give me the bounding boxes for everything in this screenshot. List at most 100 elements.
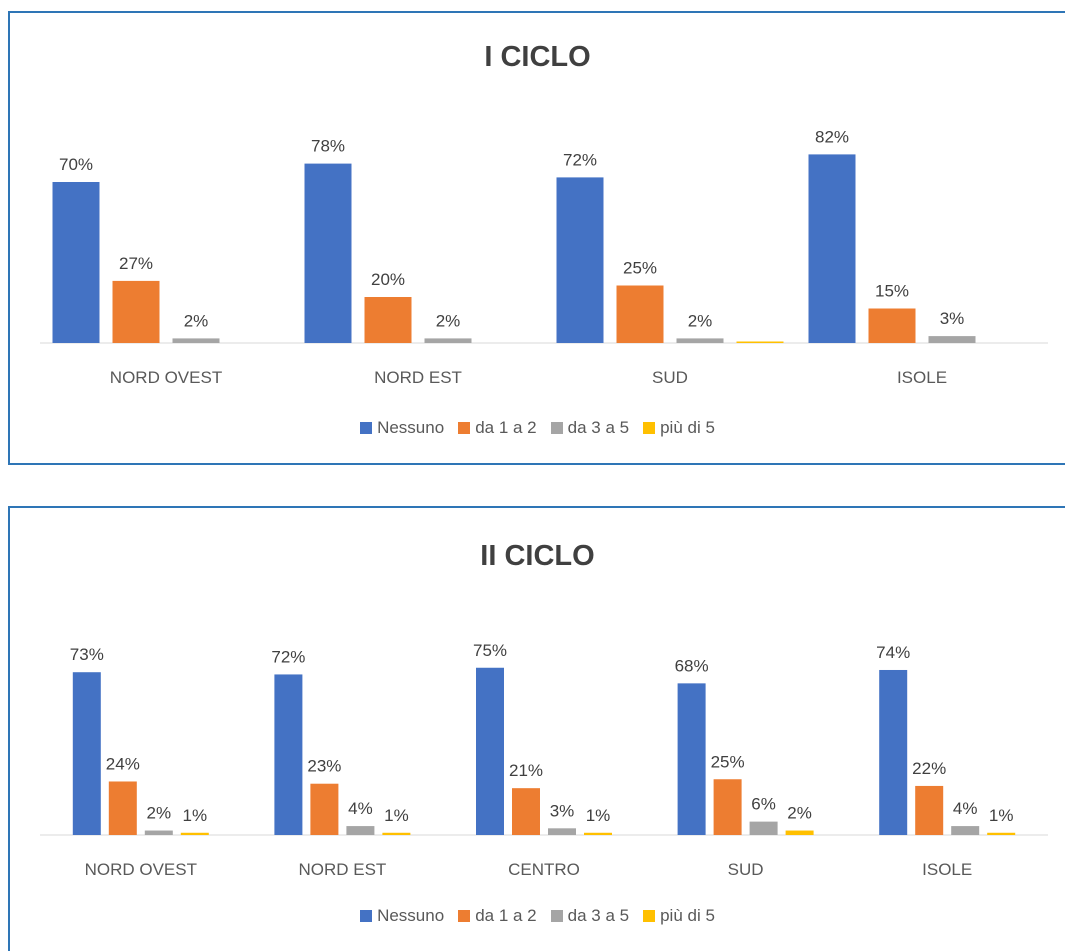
data-label: 4% [348,799,373,818]
bar-sud-nessuno [677,683,706,835]
legend-swatch [550,910,563,922]
data-label: 25% [711,752,745,771]
data-label: 21% [509,761,543,780]
data-label: 78% [311,137,345,156]
legend-item-nessuno: Nessuno [360,906,444,926]
legend-item-pi-di-5: più di 5 [643,418,715,438]
legend-label: Nessuno [377,418,445,437]
legend-swatch [360,910,373,922]
bar-centro-da-1-a-2 [512,788,540,835]
data-label: 1% [586,806,611,825]
bar-sud-da-3-a-5 [676,338,724,343]
bar-isole-pi-di-5 [987,832,1016,835]
data-label: 1% [989,806,1014,825]
legend-item-da-3-a-5: da 3 a 5 [550,418,630,438]
bar-sud-pi-di-5 [736,341,784,343]
data-label: 6% [751,795,776,814]
data-label: 1% [183,806,208,825]
bar-sud-nessuno [556,177,604,343]
bar-isole-da-1-a-2 [915,785,944,835]
data-label: 23% [307,757,341,776]
x-tick-label: NORD EST [374,368,462,387]
data-label: 25% [623,259,657,278]
data-label: 75% [473,641,507,660]
legend-swatch [643,422,656,434]
bar-sud-pi-di-5 [785,830,814,835]
data-label: 20% [371,270,405,289]
bar-isole-nessuno [808,154,856,343]
bar-nord-est-pi-di-5 [382,832,411,835]
legend-swatch [643,910,656,922]
bar-nord-ovest-pi-di-5 [180,832,209,835]
bar-centro-da-3-a-5 [548,828,576,835]
bar-nord-est-nessuno [304,163,352,343]
chart-title: II CICLO [480,540,595,572]
data-label: 72% [563,150,597,169]
bar-nord-est-da-3-a-5 [346,826,375,835]
x-tick-label: ISOLE [922,860,972,879]
bar-nord-ovest-da-3-a-5 [144,830,173,835]
chart-title: I CICLO [484,41,591,73]
x-tick-label: NORD EST [298,860,386,879]
legend-label: più di 5 [660,418,715,437]
data-label: 2% [787,804,812,823]
legend-item-pi-di-5: più di 5 [643,906,715,926]
data-label: 68% [675,656,709,675]
x-tick-label: NORD OVEST [85,860,197,879]
bar-sud-da-3-a-5 [749,821,778,835]
chart-panel-i-ciclo: I CICLO 70% 27% 2% NORD OVEST 78% 20% 2% NORD E… [8,11,1065,465]
x-tick-label: ISOLE [897,368,947,387]
bar-nord-ovest-nessuno [72,672,101,835]
bar-nord-ovest-da-1-a-2 [112,280,160,343]
chart-legend: Nessuno da 1 a 2 da 3 a 5 più di 5 [10,906,1065,926]
bar-nord-est-da-3-a-5 [424,338,472,343]
bar-chart-ii-ciclo: 73% 24% 2% 1% NORD OVEST 72% 23% 4% 1% NORD EST 75… [40,641,1048,879]
data-label: 2% [184,311,209,330]
bar-centro-pi-di-5 [584,832,612,835]
data-label: 3% [940,309,965,328]
bar-centro-nessuno [476,667,504,835]
bar-nord-est-da-1-a-2 [364,297,412,343]
data-label: 82% [815,127,849,146]
data-label: 73% [70,645,104,664]
legend-swatch [458,422,471,434]
data-label: 2% [147,804,172,823]
legend-label: Nessuno [377,906,445,925]
bar-nord-ovest-da-3-a-5 [172,338,220,343]
bar-isole-nessuno [879,669,908,835]
legend-swatch [360,422,373,434]
legend-swatch [458,910,471,922]
legend-item-nessuno: Nessuno [360,418,444,438]
x-tick-label: CENTRO [508,860,580,879]
chart-panel-ii-ciclo: II CICLO 73% 24% 2% 1% NORD OVEST 72% 23% 4% 1% N… [8,506,1065,951]
x-tick-label: SUD [652,368,688,387]
legend-label: da 1 a 2 [475,418,537,437]
data-label: 3% [550,801,575,820]
data-label: 15% [875,282,909,301]
data-label: 1% [384,806,409,825]
data-label: 70% [59,155,93,174]
chart-legend: Nessuno da 1 a 2 da 3 a 5 più di 5 [10,418,1065,438]
data-label: 72% [271,647,305,666]
data-label: 4% [953,799,978,818]
legend-item-da-3-a-5: da 3 a 5 [550,906,630,926]
legend-label: da 3 a 5 [567,906,630,925]
data-label: 2% [436,311,461,330]
bar-isole-da-3-a-5 [928,336,976,343]
legend-item-da-1-a-2: da 1 a 2 [458,906,537,926]
bar-chart-i-ciclo: 70% 27% 2% NORD OVEST 78% 20% 2% NORD EST 72% 25%… [40,127,1048,387]
bar-sud-da-1-a-2 [713,779,742,835]
bar-sud-da-1-a-2 [616,285,664,343]
legend-label: da 1 a 2 [475,906,537,925]
data-label: 74% [876,643,910,662]
data-label: 27% [119,254,153,273]
legend-label: più di 5 [660,906,715,925]
bar-isole-da-3-a-5 [951,826,980,835]
bar-nord-ovest-da-1-a-2 [108,781,137,835]
data-label: 22% [912,759,946,778]
bar-nord-ovest-nessuno [52,182,100,343]
legend-label: da 3 a 5 [567,418,630,437]
bar-nord-est-da-1-a-2 [310,783,339,835]
x-tick-label: SUD [728,860,764,879]
legend-swatch [550,422,563,434]
